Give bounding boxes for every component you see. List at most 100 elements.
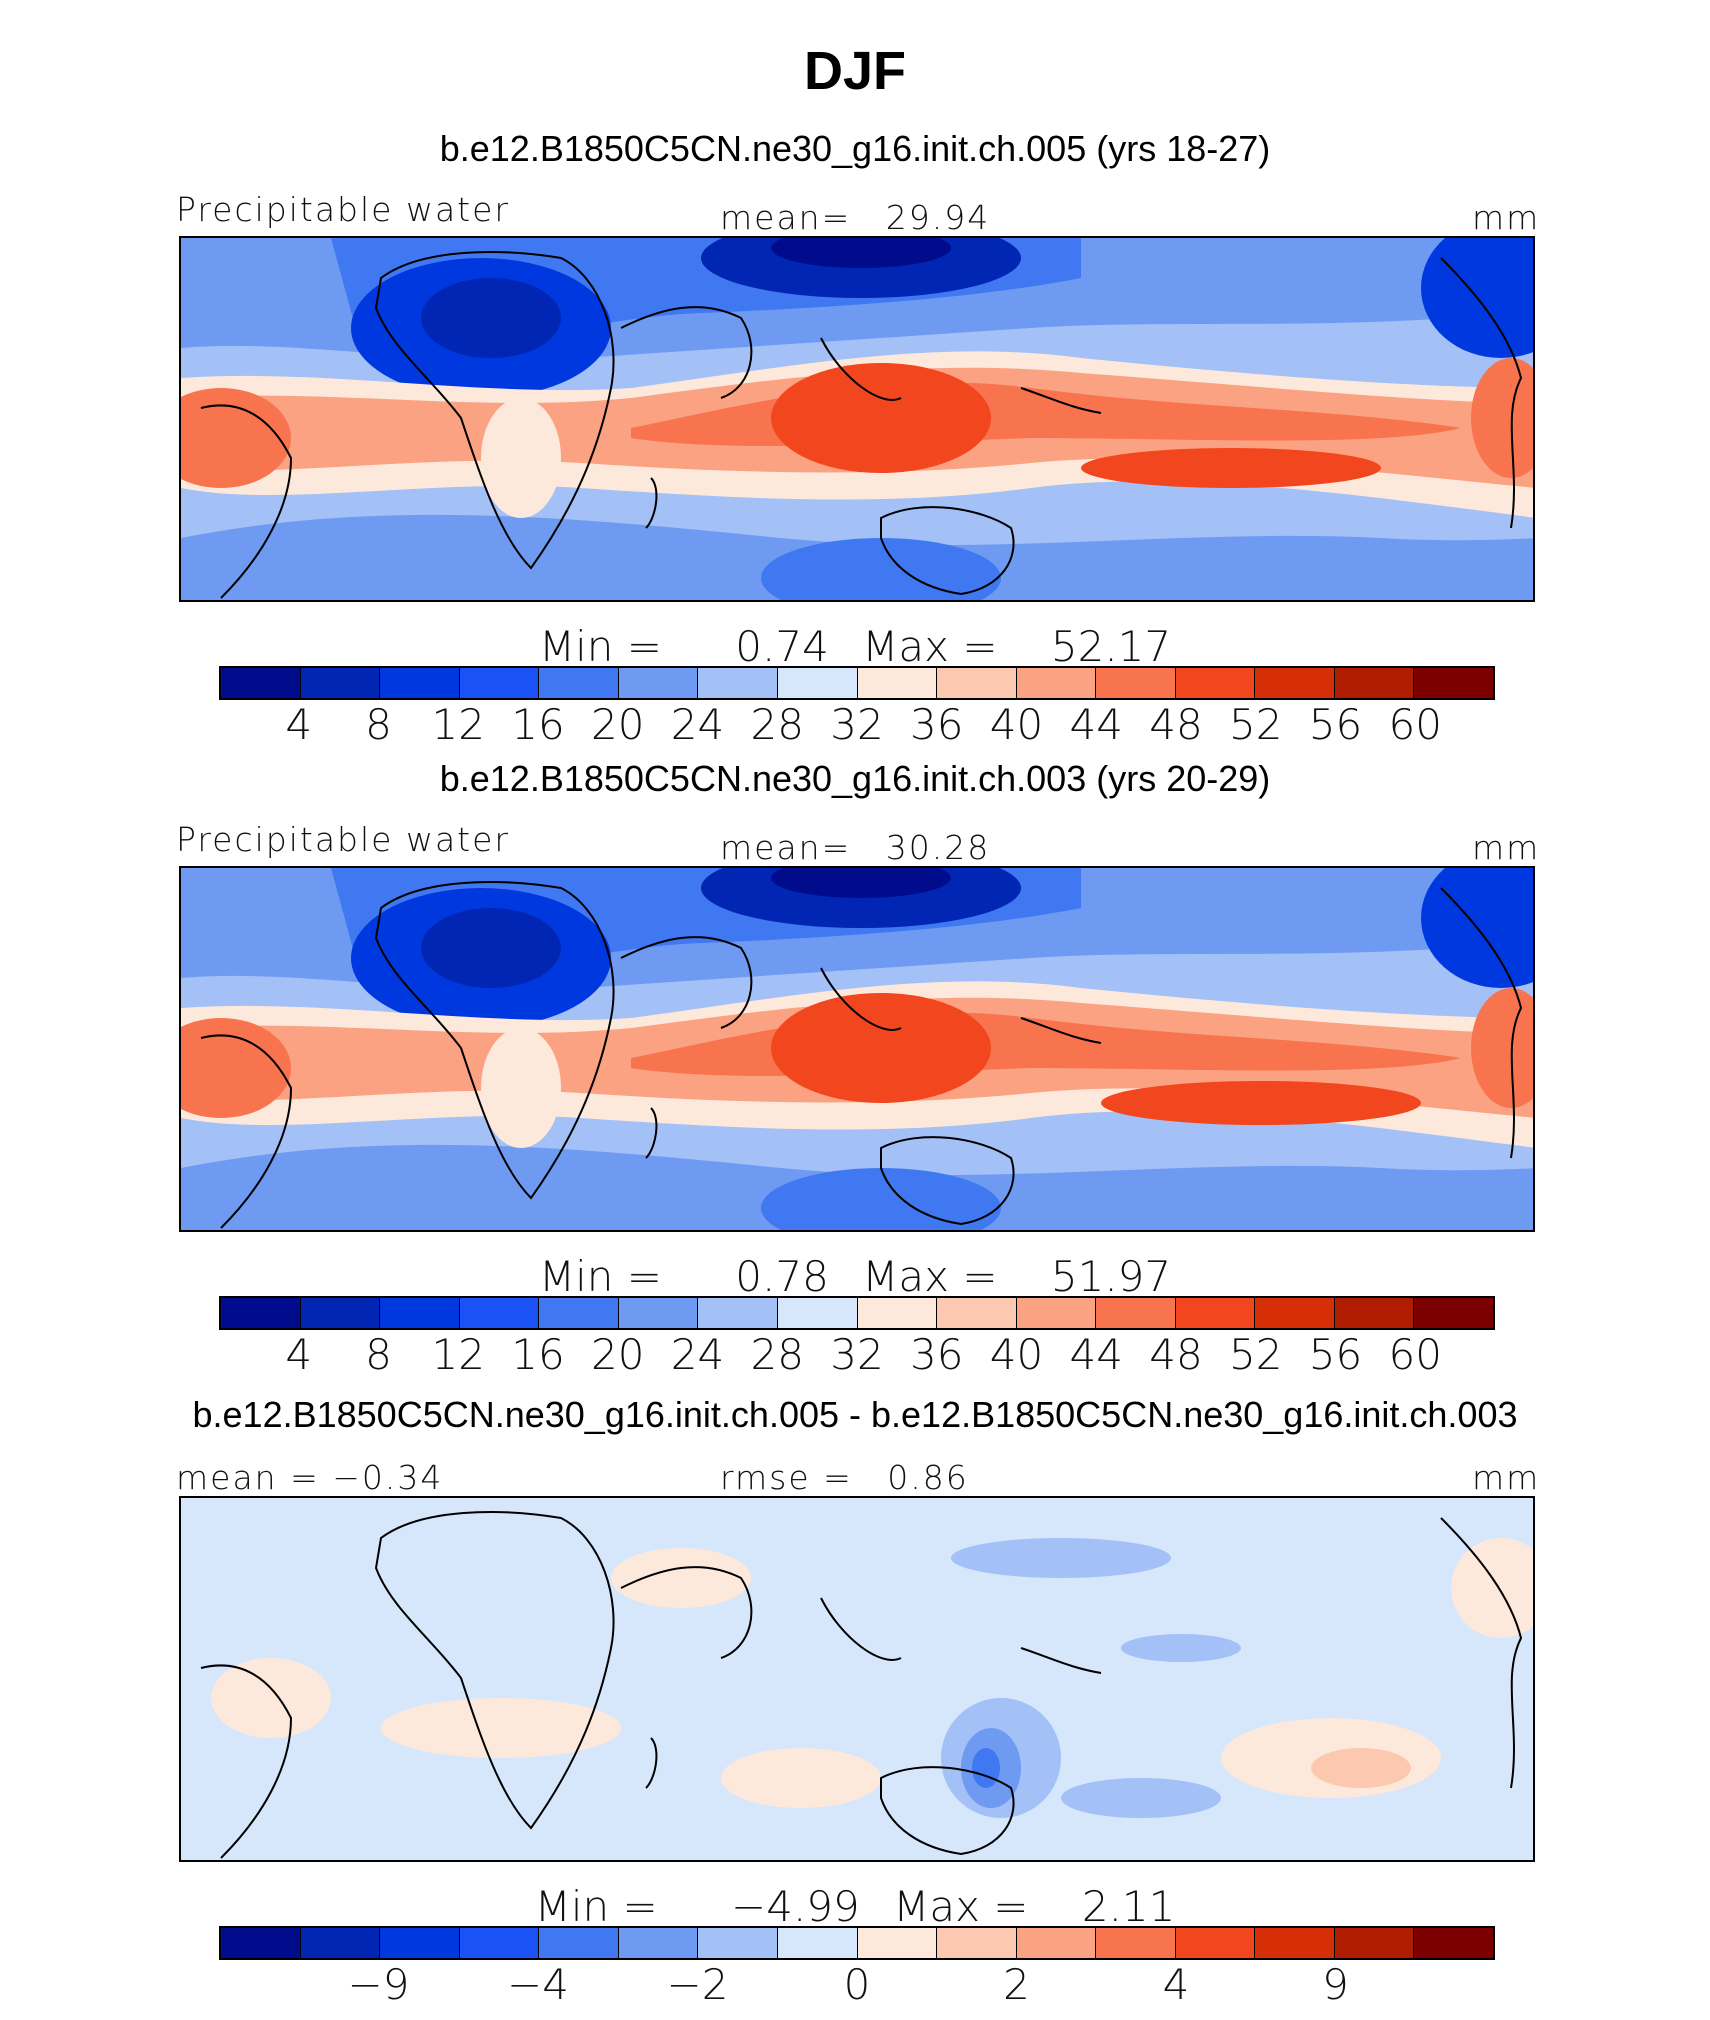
panel-3-rmse-label: rmse = 0.86 [720,1458,969,1497]
colorbar-swatch [221,1928,301,1958]
colorbar-swatch [937,1298,1017,1328]
panel-3-max-label: Max = [893,1882,1029,1931]
panel-2-max-label: Max = [862,1252,998,1301]
colorbar-tick-label: 32 [830,1330,884,1379]
panel-1-mean-text: mean= [720,198,852,237]
colorbar-swatch [777,668,858,698]
panel-3-colorbar [219,1926,1495,1960]
panel-2-units: mm [1472,828,1541,867]
colorbar-swatch [1414,1298,1493,1328]
panel-1-map-svg [181,238,1533,600]
colorbar-tick-label: 20 [591,700,645,749]
colorbar-swatch [937,668,1017,698]
colorbar-tick-label: 52 [1229,1330,1283,1379]
panel-3-min-label: Min = [534,1882,658,1931]
panel-3-mean-label: mean = −0.34 [176,1458,444,1497]
panel-1-variable-label: Precipitable water [176,190,510,229]
panel-2-variable-label: Precipitable water [176,820,510,859]
colorbar-swatch [1175,1928,1256,1958]
colorbar-swatch [1016,1928,1097,1958]
panel-3-title: b.e12.B1850C5CN.ne30_g16.init.ch.005 - b… [192,1394,1518,1435]
colorbar-tick-label: 0 [843,1960,871,2009]
colorbar-swatch [380,1298,460,1328]
panel-2-map-svg [181,868,1533,1230]
colorbar-tick-label: 28 [750,700,804,749]
colorbar-swatch [1255,1298,1335,1328]
colorbar-swatch [618,1928,699,1958]
colorbar-tick-label: 28 [750,1330,804,1379]
colorbar-tick-label: 24 [670,1330,725,1379]
panel-3-min-value: −4.99 [731,1882,860,1931]
colorbar-swatch [857,1298,938,1328]
colorbar-tick-label: 20 [591,1330,645,1379]
panel-2-map [179,866,1535,1232]
colorbar-swatch [221,1298,301,1328]
colorbar-tick-label: 40 [989,1330,1044,1379]
colorbar-swatch [857,1928,938,1958]
colorbar-tick-label: 36 [910,700,964,749]
colorbar-tick-label: 36 [910,1330,964,1379]
panel-1-colorbar [219,666,1495,700]
colorbar-tick-label: 44 [1069,1330,1123,1379]
panel-1-max-label: Max = [862,622,998,671]
panel-3-max-value: 2.11 [1081,1882,1176,1931]
colorbar-swatch [1334,1928,1415,1958]
colorbar-swatch [937,1928,1017,1958]
colorbar-tick-label: 40 [989,700,1044,749]
colorbar-tick-label: 9 [1322,1960,1349,2009]
colorbar-swatch [1334,1298,1415,1328]
colorbar-swatch [1096,1298,1176,1328]
panel-2-minmax: Min = 0.78 Max = 51.97 [0,1252,1710,1301]
panel-2-max-value: 51.97 [1050,1252,1172,1301]
colorbar-swatch [857,668,938,698]
panel-3-minmax: Min = −4.99 Max = 2.11 [0,1882,1710,1931]
colorbar-swatch [1096,1928,1176,1958]
colorbar-tick-label: 4 [285,1330,313,1379]
colorbar-tick-label: 2 [1003,1960,1030,2009]
panel-1-mean-label: mean= 29.94 [720,198,990,237]
panel-1-title: b.e12.B1850C5CN.ne30_g16.init.ch.005 (yr… [439,128,1271,169]
colorbar-tick-label: −9 [347,1960,410,2009]
panel-1-minmax: Min = 0.74 Max = 52.17 [0,622,1710,671]
panel-3-map-svg [181,1498,1533,1860]
colorbar-swatch [777,1928,858,1958]
colorbar-swatch [1414,668,1493,698]
colorbar-swatch [1175,668,1256,698]
colorbar-swatch [1255,1928,1335,1958]
colorbar-tick-label: 48 [1149,700,1203,749]
panel-3-rmse-text: rmse = [720,1458,853,1497]
colorbar-swatch [1414,1928,1493,1958]
colorbar-swatch [380,668,460,698]
colorbar-swatch [777,1298,858,1328]
panel-2-title: b.e12.B1850C5CN.ne30_g16.init.ch.003 (yr… [439,758,1271,799]
panel-1-mean-value: 29.94 [885,198,991,237]
panel-3-colorbar-ticks: −9 −4 −2 0 2 4 9 [219,1960,1495,2009]
panel-3-units: mm [1472,1458,1541,1497]
colorbar-swatch [1016,1298,1097,1328]
colorbar-swatch [618,668,699,698]
panel-2-colorbar-ticks: 4 8 12 16 20 24 28 32 36 40 44 48 52 56 60 [219,1330,1495,1379]
colorbar-swatch [539,1928,619,1958]
colorbar-tick-label: 60 [1388,700,1442,749]
colorbar-tick-label: 24 [670,700,725,749]
colorbar-tick-label: 48 [1149,1330,1203,1379]
colorbar-tick-label: 16 [511,1330,565,1379]
colorbar-swatch [539,1298,619,1328]
colorbar-tick-label: 4 [285,700,313,749]
panel-1-colorbar-ticks: 4 8 12 16 20 24 28 32 36 40 44 48 52 56 60 [219,700,1495,749]
panel-3-rmse-value: 0.86 [887,1458,969,1497]
colorbar-swatch [459,668,540,698]
colorbar-swatch [1096,668,1176,698]
colorbar-tick-label: 12 [431,1330,485,1379]
colorbar-tick-label: −2 [666,1960,729,2009]
colorbar-swatch [1334,668,1415,698]
colorbar-tick-label: 52 [1229,700,1283,749]
panel-1-units: mm [1472,198,1541,237]
colorbar-tick-label: 8 [365,1330,392,1379]
colorbar-swatch [698,1298,778,1328]
panel-3-map [179,1496,1535,1862]
colorbar-tick-label: 32 [830,700,884,749]
colorbar-swatch [300,668,381,698]
colorbar-tick-label: 4 [1162,1960,1190,2009]
colorbar-tick-label: 60 [1388,1330,1442,1379]
